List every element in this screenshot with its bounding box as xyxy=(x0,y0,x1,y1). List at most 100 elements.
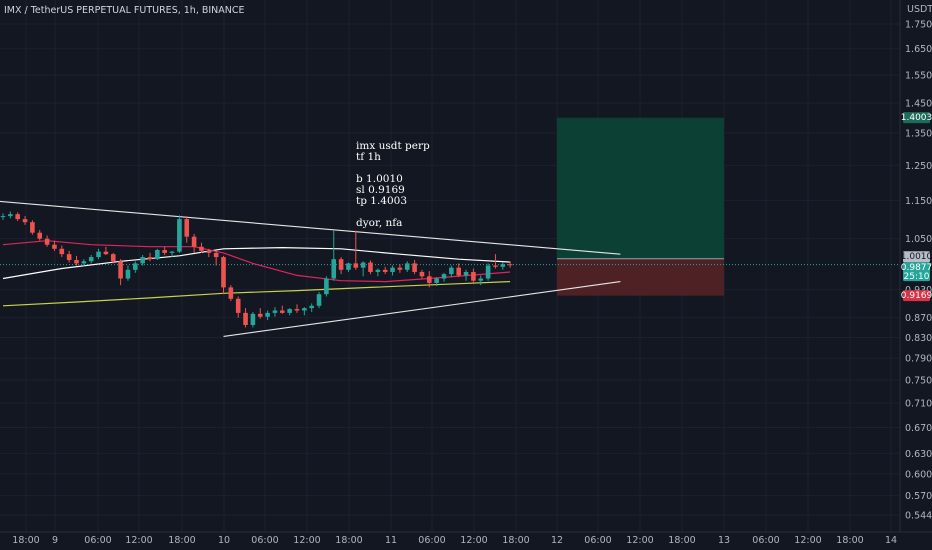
candle-body xyxy=(390,267,395,272)
time-tick-label: 12:00 xyxy=(794,535,821,546)
time-tick-label: 18:00 xyxy=(502,535,529,546)
time-tick-label: 06:00 xyxy=(752,535,779,546)
candle xyxy=(133,261,138,273)
candle-body xyxy=(493,265,498,267)
candle-body xyxy=(419,271,425,277)
candle-body xyxy=(265,312,270,317)
candle-body xyxy=(213,252,219,258)
candle-body xyxy=(199,246,204,251)
candle xyxy=(30,220,35,235)
candle xyxy=(294,304,300,313)
candle-body xyxy=(397,267,403,270)
moving-average-line xyxy=(2,246,511,280)
candle-body xyxy=(59,248,65,255)
candle xyxy=(441,272,447,282)
candle xyxy=(221,255,226,295)
candle-body xyxy=(81,261,87,264)
trade-note-line: tp 1.4003 xyxy=(356,195,407,207)
candle xyxy=(316,291,322,309)
candle xyxy=(471,268,476,283)
candle xyxy=(59,245,65,258)
profit-zone[interactable] xyxy=(557,117,724,259)
candle xyxy=(353,230,359,270)
candle-body xyxy=(221,257,226,288)
candle xyxy=(390,265,395,276)
chart-title: IMX / TetherUS PERPETUAL FUTURES, 1h, BI… xyxy=(4,5,245,16)
time-tick-label: 18:00 xyxy=(168,535,195,546)
candle xyxy=(8,211,13,219)
candle xyxy=(110,252,116,264)
candle xyxy=(66,250,72,263)
candle xyxy=(412,260,417,275)
time-tick-label: 13 xyxy=(718,535,730,546)
time-tick-label: 06:00 xyxy=(418,535,445,546)
time-tick-label: 06:00 xyxy=(251,535,278,546)
candle xyxy=(81,259,87,267)
time-tick-label: 18:00 xyxy=(12,535,39,546)
candle xyxy=(250,311,256,328)
candle xyxy=(449,265,454,278)
trade-note-line: imx usdt perp xyxy=(356,140,430,152)
candle-body xyxy=(37,232,43,239)
price-tick-label: 1.6500 xyxy=(905,44,932,55)
candle-body xyxy=(257,313,263,317)
price-tick-label: 1.2500 xyxy=(905,161,932,172)
time-tick-label: 06:00 xyxy=(84,535,111,546)
candle-body xyxy=(353,263,359,268)
candle xyxy=(382,266,388,275)
time-axis[interactable]: 18:00 9 06:00 12:00 18:00 10 06:00 12:00 18:00 11… xyxy=(12,535,897,546)
candle-body xyxy=(125,269,131,279)
time-tick-label: 12:00 xyxy=(293,535,320,546)
candle xyxy=(103,246,109,255)
candle xyxy=(360,261,366,277)
candle-body xyxy=(235,298,241,313)
candle xyxy=(485,263,491,281)
time-tick-label: 12:00 xyxy=(626,535,653,546)
candle-body xyxy=(15,214,20,220)
candle-body xyxy=(478,278,484,281)
time-tick-label: 18:00 xyxy=(335,535,362,546)
price-tick-label: 1.5500 xyxy=(905,70,932,81)
candle-body xyxy=(280,310,285,313)
candle xyxy=(427,271,432,288)
candle-body xyxy=(309,305,314,309)
candle xyxy=(309,303,314,312)
candle xyxy=(140,254,145,266)
trendline xyxy=(0,200,621,255)
candle xyxy=(338,257,344,275)
candle xyxy=(191,233,197,253)
candle-body xyxy=(8,214,13,217)
candle-body xyxy=(66,254,72,261)
candle-body xyxy=(140,257,145,264)
candle-body xyxy=(441,274,447,279)
candle-body xyxy=(162,250,167,253)
candle-body xyxy=(133,263,138,270)
candle-body xyxy=(228,287,234,299)
candle-body xyxy=(147,257,153,260)
candle-body xyxy=(427,276,432,283)
candle xyxy=(44,235,50,247)
candle xyxy=(0,213,6,220)
candle xyxy=(88,254,94,264)
candle-body xyxy=(155,250,160,260)
candle xyxy=(280,305,285,314)
candle xyxy=(331,230,337,281)
trendlines[interactable] xyxy=(0,200,621,337)
moving-average-line xyxy=(2,281,511,307)
time-tick-label: 18:00 xyxy=(836,535,863,546)
candle-body xyxy=(272,310,278,313)
candle xyxy=(199,242,204,253)
candle xyxy=(37,229,43,241)
candle xyxy=(22,216,28,225)
price-tick-label: 1.1500 xyxy=(905,196,932,207)
price-tick-label: 0.5440 xyxy=(905,511,932,522)
candle-body xyxy=(434,278,439,283)
candle-body xyxy=(191,236,197,247)
